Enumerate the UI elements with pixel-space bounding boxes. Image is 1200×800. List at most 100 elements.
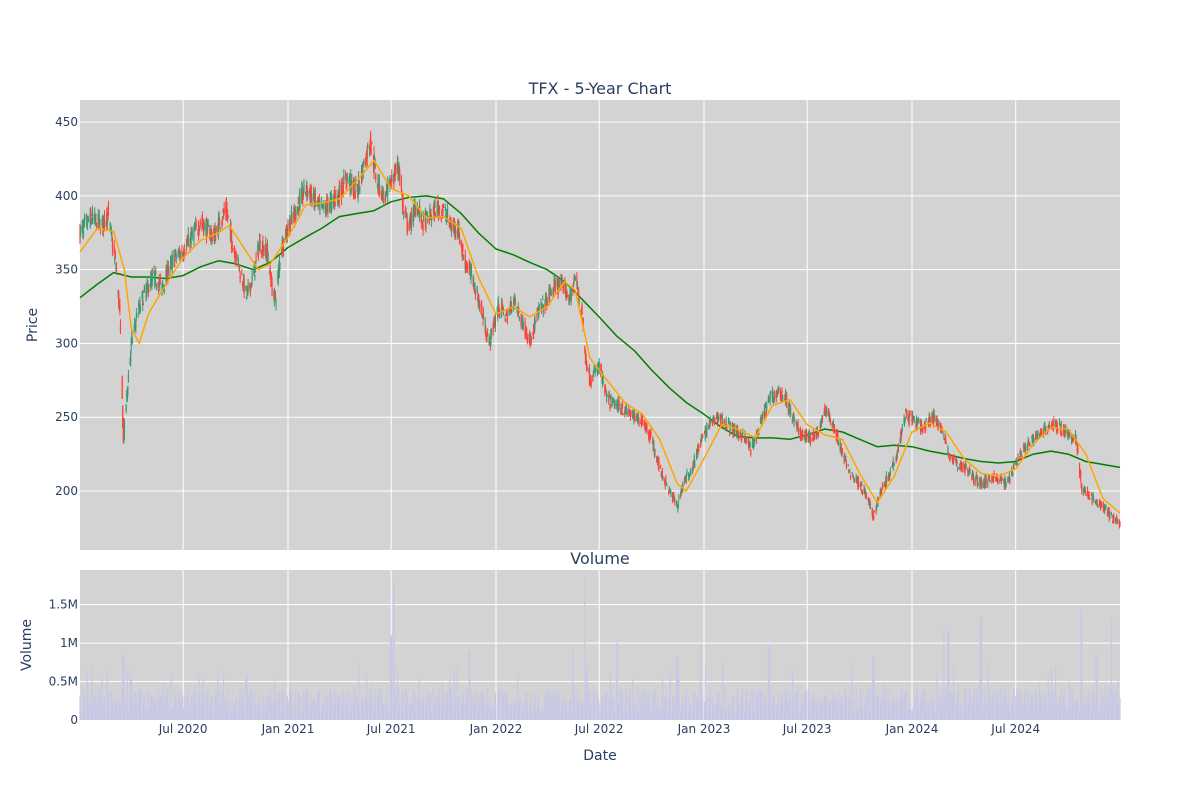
candle-body [462, 246, 464, 251]
volume-bar [429, 694, 432, 720]
volume-bar [688, 697, 690, 720]
candle-body [181, 254, 184, 256]
candle-body [565, 283, 567, 298]
candle-body [714, 418, 716, 421]
candle-body [648, 431, 650, 438]
candle-body [174, 253, 176, 257]
candle-body [900, 430, 902, 438]
volume-bar [973, 687, 975, 720]
candle-body [541, 303, 543, 306]
candle-body [238, 264, 241, 267]
candle-body [337, 192, 339, 204]
candle-body [1025, 446, 1027, 449]
volume-bar [384, 701, 387, 720]
candle-body [699, 442, 702, 447]
candle-body [702, 435, 704, 439]
candle-body [594, 367, 596, 374]
candle-body [293, 208, 295, 210]
candle-body [629, 411, 631, 413]
candle-body [195, 223, 197, 229]
candle-body [873, 510, 875, 513]
volume-bar [223, 695, 225, 720]
candle-body [600, 367, 603, 369]
candle-body [500, 313, 502, 314]
volume-bar [127, 710, 130, 720]
candle-body [680, 494, 682, 497]
candle-body [795, 421, 797, 425]
volume-bar [427, 700, 429, 720]
volume-plot-area [80, 570, 1120, 720]
x-tick-label: Jul 2021 [366, 722, 416, 736]
volume-bar [445, 704, 447, 720]
volume-bar [780, 694, 782, 720]
candle-body [992, 477, 995, 481]
candle-body [1087, 492, 1089, 498]
candle-body [409, 215, 412, 218]
candle-body [95, 214, 97, 216]
volume-chart-title: Volume [570, 549, 630, 568]
candle-body [916, 421, 918, 427]
price-y-tick-label: 200 [55, 484, 78, 498]
candle-body [524, 321, 526, 337]
candle-body [442, 206, 445, 208]
candle-body [630, 412, 632, 415]
candle-body [909, 413, 911, 417]
candle-body [558, 279, 560, 289]
candle-body [490, 329, 492, 345]
candle-body [131, 339, 134, 342]
candle-body [944, 442, 946, 443]
volume-bar [889, 710, 891, 720]
candle-body [498, 304, 500, 314]
volume-bar [537, 692, 539, 720]
candle-body [1036, 437, 1038, 440]
volume-bar [218, 690, 220, 720]
volume-bar [576, 689, 579, 720]
candle-body [845, 462, 848, 467]
price-y-tick-label: 450 [55, 115, 78, 129]
volume-bar [857, 708, 860, 720]
candle-body [322, 202, 324, 208]
candle-body [1041, 430, 1043, 435]
volume-bar [351, 698, 353, 720]
candle-body [522, 324, 524, 327]
candle-body [466, 263, 468, 268]
candle-body [585, 353, 587, 362]
volume-bar [570, 700, 572, 720]
volume-bar [155, 700, 157, 720]
volume-bar [777, 690, 779, 720]
candle-body [939, 423, 941, 426]
volume-bar [797, 688, 799, 720]
candle-body [748, 440, 750, 449]
volume-bar [566, 713, 568, 720]
candle-body [1015, 459, 1017, 464]
candle-body [625, 405, 628, 415]
candle-body [274, 294, 277, 301]
candle-body [231, 241, 233, 251]
candle-body [612, 397, 614, 405]
volume-bar [698, 691, 700, 720]
candle-body [536, 312, 538, 322]
candle-body [744, 434, 746, 441]
volume-bar [203, 696, 205, 720]
candle-body [134, 322, 136, 324]
candle-body [988, 476, 991, 480]
candle-body [363, 160, 365, 166]
candle-body [1091, 498, 1093, 503]
candle-body [385, 191, 387, 193]
candle-body [1013, 465, 1015, 468]
candle-body [720, 414, 722, 417]
volume-bar [864, 695, 866, 720]
candle-body [1048, 424, 1050, 427]
volume-bar [231, 698, 233, 720]
candle-body [438, 208, 441, 210]
candle-body [738, 432, 740, 439]
candle-body [466, 268, 469, 271]
candle-body [891, 465, 893, 467]
volume-bar [630, 711, 632, 720]
candle-body [637, 415, 640, 421]
candle-body [238, 268, 240, 270]
candle-body [217, 218, 220, 235]
volume-bar [961, 714, 963, 720]
ma-short-line [79, 159, 1121, 514]
candle-body [975, 475, 977, 477]
